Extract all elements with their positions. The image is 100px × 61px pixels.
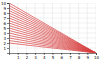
y-tick-label: 2 bbox=[3, 41, 6, 46]
series-line bbox=[9, 38, 96, 53]
y-tick-label: 3 bbox=[3, 36, 6, 41]
series-line bbox=[9, 26, 96, 54]
series-line bbox=[9, 6, 96, 54]
y-grid-line bbox=[9, 18, 96, 19]
series-line bbox=[9, 13, 96, 53]
y-tick: 4 bbox=[3, 31, 9, 36]
y-tick: 8 bbox=[3, 11, 9, 16]
y-tick-label: 1 bbox=[3, 46, 6, 51]
lines bbox=[9, 3, 96, 53]
x-tick: 3 bbox=[34, 53, 37, 60]
x-tick: 2 bbox=[26, 53, 29, 60]
y-tick-mark bbox=[7, 3, 9, 4]
y-grid-line bbox=[9, 3, 96, 4]
series-line bbox=[9, 11, 96, 54]
y-tick-mark bbox=[7, 18, 9, 19]
y-axis-line bbox=[7, 4, 10, 54]
series-line bbox=[9, 33, 96, 53]
y-tick-mark bbox=[7, 28, 9, 29]
y-tick-mark bbox=[7, 13, 9, 14]
y-tick: 3 bbox=[3, 36, 9, 41]
y-tick: 7 bbox=[3, 16, 9, 21]
series-line bbox=[9, 43, 96, 53]
x-tick: 6 bbox=[60, 53, 63, 60]
series-line bbox=[9, 16, 96, 54]
y-tick-label: 8 bbox=[3, 11, 6, 16]
y-tick-label: 5 bbox=[3, 26, 6, 31]
series-line bbox=[9, 18, 96, 53]
x-tick-label: 5 bbox=[52, 55, 55, 60]
series-line bbox=[9, 3, 96, 53]
series-line bbox=[9, 28, 96, 53]
series-line bbox=[9, 36, 96, 54]
y-tick-label: 7 bbox=[3, 16, 6, 21]
x-tick: 10 bbox=[94, 53, 100, 60]
y-tick-mark bbox=[7, 48, 9, 49]
y-tick: 6 bbox=[3, 21, 9, 26]
y-tick-label: 4 bbox=[3, 31, 6, 36]
y-tick-mark bbox=[7, 43, 9, 44]
series-line bbox=[9, 8, 96, 53]
plot: 1234567891012345678910 bbox=[1, 1, 100, 60]
y-grid-line bbox=[9, 8, 96, 9]
y-tick-mark bbox=[7, 38, 9, 39]
series-line bbox=[9, 41, 96, 54]
y-tick-mark bbox=[7, 33, 9, 34]
x-tick-label: 8 bbox=[78, 55, 81, 60]
x-tick-label: 7 bbox=[69, 55, 72, 60]
y-tick-label: 9 bbox=[3, 6, 6, 11]
series-line bbox=[9, 23, 96, 53]
x-tick-label: 3 bbox=[34, 55, 37, 60]
x-tick-label: 9 bbox=[87, 55, 90, 60]
x-tick: 5 bbox=[52, 53, 55, 60]
y-tick: 9 bbox=[3, 6, 9, 11]
x-tick-label: 1 bbox=[17, 55, 20, 60]
y-tick-mark bbox=[7, 23, 9, 24]
y-tick-mark bbox=[7, 8, 9, 9]
x-tick: 7 bbox=[69, 53, 72, 60]
y-tick: 10 bbox=[1, 1, 9, 6]
x-tick: 1 bbox=[17, 53, 20, 60]
chart: 1234567891012345678910 bbox=[0, 0, 100, 61]
series-line bbox=[9, 31, 96, 54]
x-tick: 9 bbox=[87, 53, 90, 60]
y-tick-label: 6 bbox=[3, 21, 6, 26]
grid bbox=[9, 3, 96, 53]
y-tick: 1 bbox=[3, 46, 9, 51]
x-tick: 4 bbox=[43, 53, 46, 60]
x-tick-label: 4 bbox=[43, 55, 46, 60]
y-axis: 12345678910 bbox=[1, 1, 10, 54]
x-tick-label: 10 bbox=[94, 55, 100, 60]
series-line bbox=[9, 21, 96, 54]
y-tick-label: 10 bbox=[1, 1, 7, 6]
x-axis: 1 23 4 56 7 8 9 10 bbox=[10, 53, 100, 60]
y-tick: 2 bbox=[3, 41, 9, 46]
x-tick-label: 2 bbox=[26, 55, 29, 60]
y-tick: 5 bbox=[3, 26, 9, 31]
x-tick-label: 6 bbox=[60, 55, 63, 60]
x-tick: 8 bbox=[78, 53, 81, 60]
